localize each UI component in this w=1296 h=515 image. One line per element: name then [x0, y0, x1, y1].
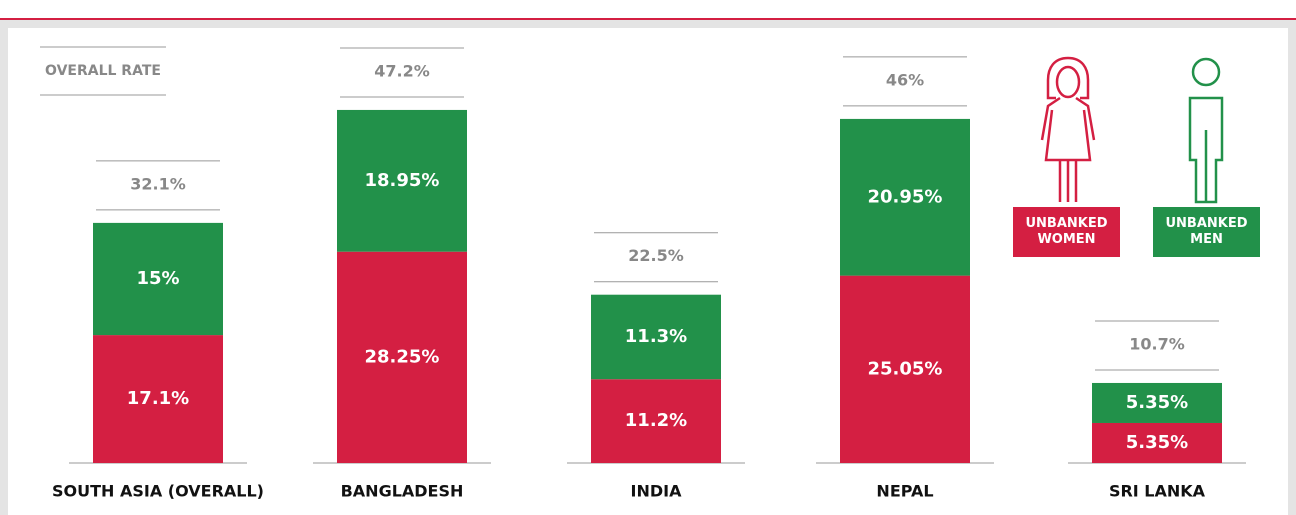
- bar-segment: [1092, 422, 1222, 463]
- man-icon: [1188, 57, 1224, 204]
- segment-label: 5.35%: [1126, 392, 1188, 413]
- total-label: 22.5%: [628, 246, 684, 265]
- legend-item: UNBANKED WOMEN: [1025, 216, 1108, 247]
- legend-item: UNBANKED MEN: [1165, 216, 1248, 247]
- bar-segment: [1092, 382, 1222, 423]
- bar-segment: [840, 275, 970, 463]
- category-label: SRI LANKA: [1109, 482, 1206, 501]
- bar-segment: [840, 118, 970, 276]
- segment-label: 25.05%: [868, 358, 943, 379]
- bar-segment: [591, 294, 721, 380]
- segment-label: 18.95%: [365, 170, 440, 191]
- segment-label: 17.1%: [127, 388, 189, 409]
- bar-segment: [337, 109, 467, 252]
- category-label: INDIA: [631, 482, 683, 501]
- legend-swatch: [1013, 207, 1120, 257]
- total-label: 46%: [886, 70, 924, 89]
- segment-label: 20.95%: [868, 186, 943, 207]
- legend-label: UNBANKED MEN: [1165, 216, 1248, 247]
- bar-segment: [591, 379, 721, 463]
- category-label: SOUTH ASIA (OVERALL): [52, 482, 264, 501]
- bar-segment: [337, 251, 467, 463]
- segment-label: 15%: [136, 268, 179, 289]
- woman-icon: [1040, 56, 1096, 202]
- category-label: NEPAL: [876, 482, 933, 501]
- segment-label: 11.2%: [625, 410, 687, 431]
- total-label: 32.1%: [130, 174, 186, 193]
- category-label: BANGLADESH: [341, 482, 464, 501]
- legend-swatch: [1153, 207, 1260, 257]
- segment-label: 11.3%: [625, 326, 687, 347]
- annotation: OVERALL RATE: [45, 63, 161, 79]
- segment-label: 5.35%: [1126, 432, 1188, 453]
- total-label: 47.2%: [374, 61, 430, 80]
- legend-label: UNBANKED WOMEN: [1025, 216, 1108, 247]
- total-label: 10.7%: [1129, 334, 1185, 353]
- bar-segment: [93, 222, 223, 336]
- header-strip: [0, 0, 1296, 18]
- bar-segment: [93, 335, 223, 463]
- segment-label: 28.25%: [365, 346, 440, 367]
